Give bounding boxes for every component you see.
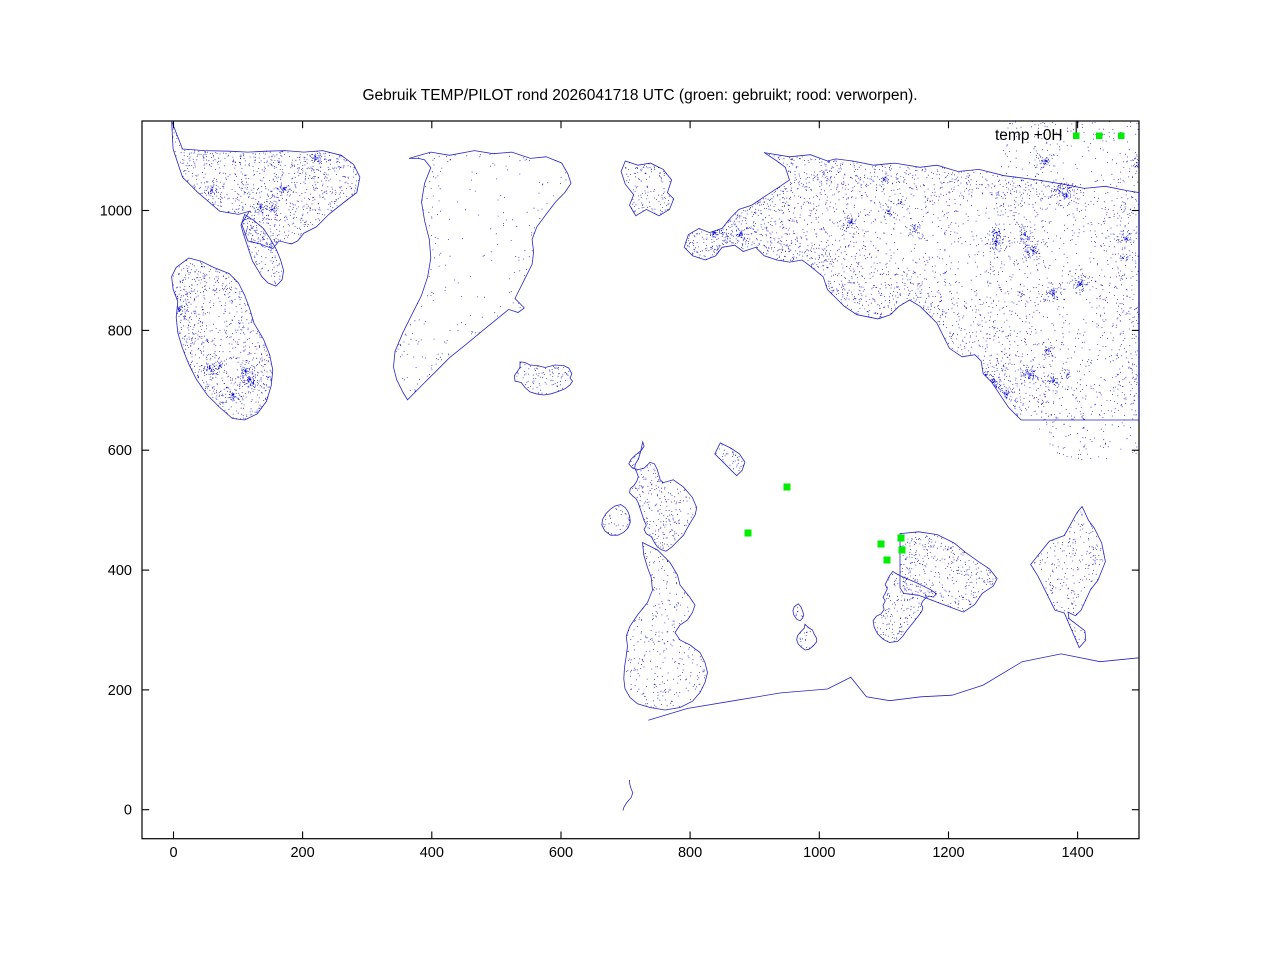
svg-text:1400: 1400	[1061, 845, 1093, 861]
svg-text:600: 600	[549, 845, 573, 861]
svg-text:600: 600	[108, 443, 132, 459]
svg-text:800: 800	[678, 845, 702, 861]
svg-text:0: 0	[124, 803, 132, 819]
svg-text:200: 200	[108, 683, 132, 699]
svg-text:1000: 1000	[100, 204, 132, 220]
svg-text:0: 0	[169, 845, 177, 861]
svg-text:1000: 1000	[803, 845, 835, 861]
svg-text:800: 800	[108, 323, 132, 339]
svg-text:400: 400	[108, 563, 132, 579]
svg-text:1200: 1200	[932, 845, 964, 861]
svg-text:temp +0H: temp +0H	[995, 127, 1063, 144]
svg-text:400: 400	[420, 845, 444, 861]
svg-text:200: 200	[290, 845, 314, 861]
